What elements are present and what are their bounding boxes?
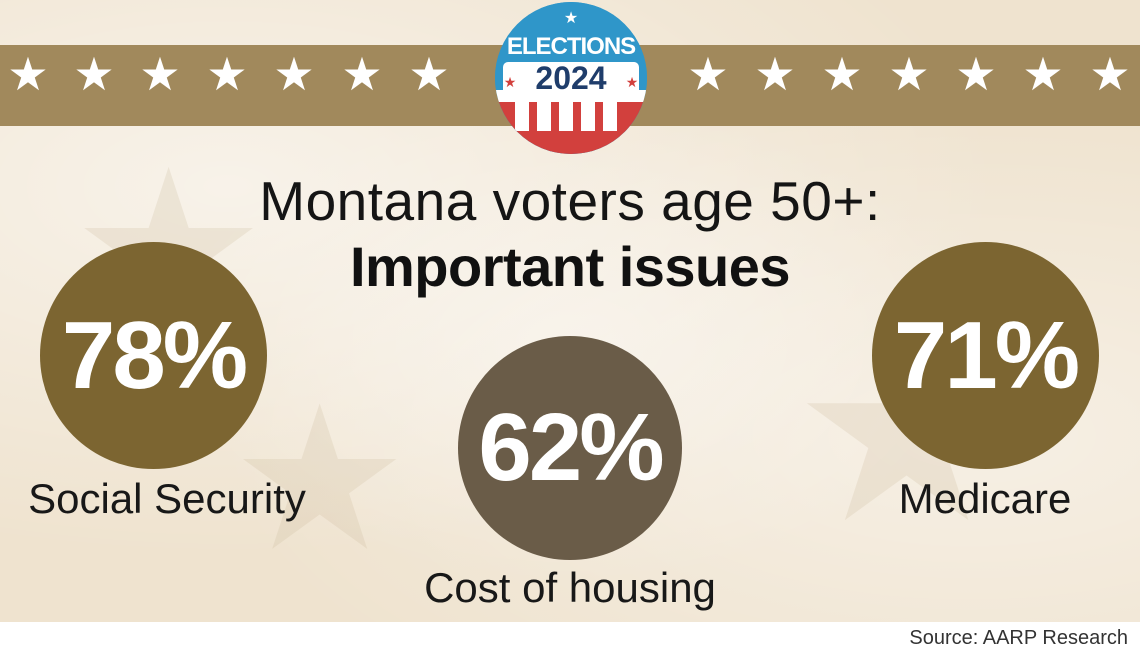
badge-star-icon: ★ bbox=[564, 8, 578, 27]
stat-medicare-value: 71% bbox=[872, 242, 1099, 469]
page-title: Montana voters age 50+: bbox=[259, 170, 881, 232]
source-note: Source: AARP Research bbox=[909, 627, 1128, 649]
star-icon: ★ bbox=[1022, 47, 1064, 101]
star-icon: ★ bbox=[206, 47, 248, 101]
stat-medicare-label: Medicare bbox=[898, 475, 1072, 522]
star-icon: ★ bbox=[1089, 47, 1131, 101]
star-icon: ★ bbox=[687, 47, 729, 101]
stat-social-security-label: Social Security bbox=[28, 475, 306, 522]
star-icon: ★ bbox=[888, 47, 930, 101]
star-icon: ★ bbox=[754, 47, 796, 101]
stat-social-security-value: 78% bbox=[40, 242, 267, 469]
page-subtitle: Important issues bbox=[349, 235, 791, 298]
badge-line1: ELECTIONS bbox=[507, 33, 636, 60]
badge-small-star-icon: ★ bbox=[504, 75, 517, 91]
star-icon: ★ bbox=[821, 47, 863, 101]
badge-small-star-icon: ★ bbox=[626, 75, 639, 91]
star-icon: ★ bbox=[408, 47, 450, 101]
star-icon: ★ bbox=[7, 47, 49, 101]
star-icon: ★ bbox=[73, 47, 115, 101]
star-icon: ★ bbox=[273, 47, 315, 101]
stat-cost-of-housing-value: 62% bbox=[458, 336, 682, 560]
star-icon: ★ bbox=[139, 47, 181, 101]
stat-cost-of-housing-label: Cost of housing bbox=[424, 564, 716, 611]
elections-2024-badge: ★ ELECTIONS 2024 ★ ★ bbox=[495, 2, 647, 154]
title-block: Montana voters age 50+: Important issues bbox=[0, 166, 1140, 298]
background-star-icon: ★ bbox=[230, 363, 410, 596]
badge-line2: 2024 bbox=[535, 60, 606, 96]
star-icon: ★ bbox=[955, 47, 997, 101]
star-icon: ★ bbox=[341, 47, 383, 101]
infographic-canvas: ★ ★ ★ ★ ★ ★ ★ ★ ★ ★ ★ ★ ★ ★ ★ ★ ★ bbox=[0, 0, 1140, 622]
